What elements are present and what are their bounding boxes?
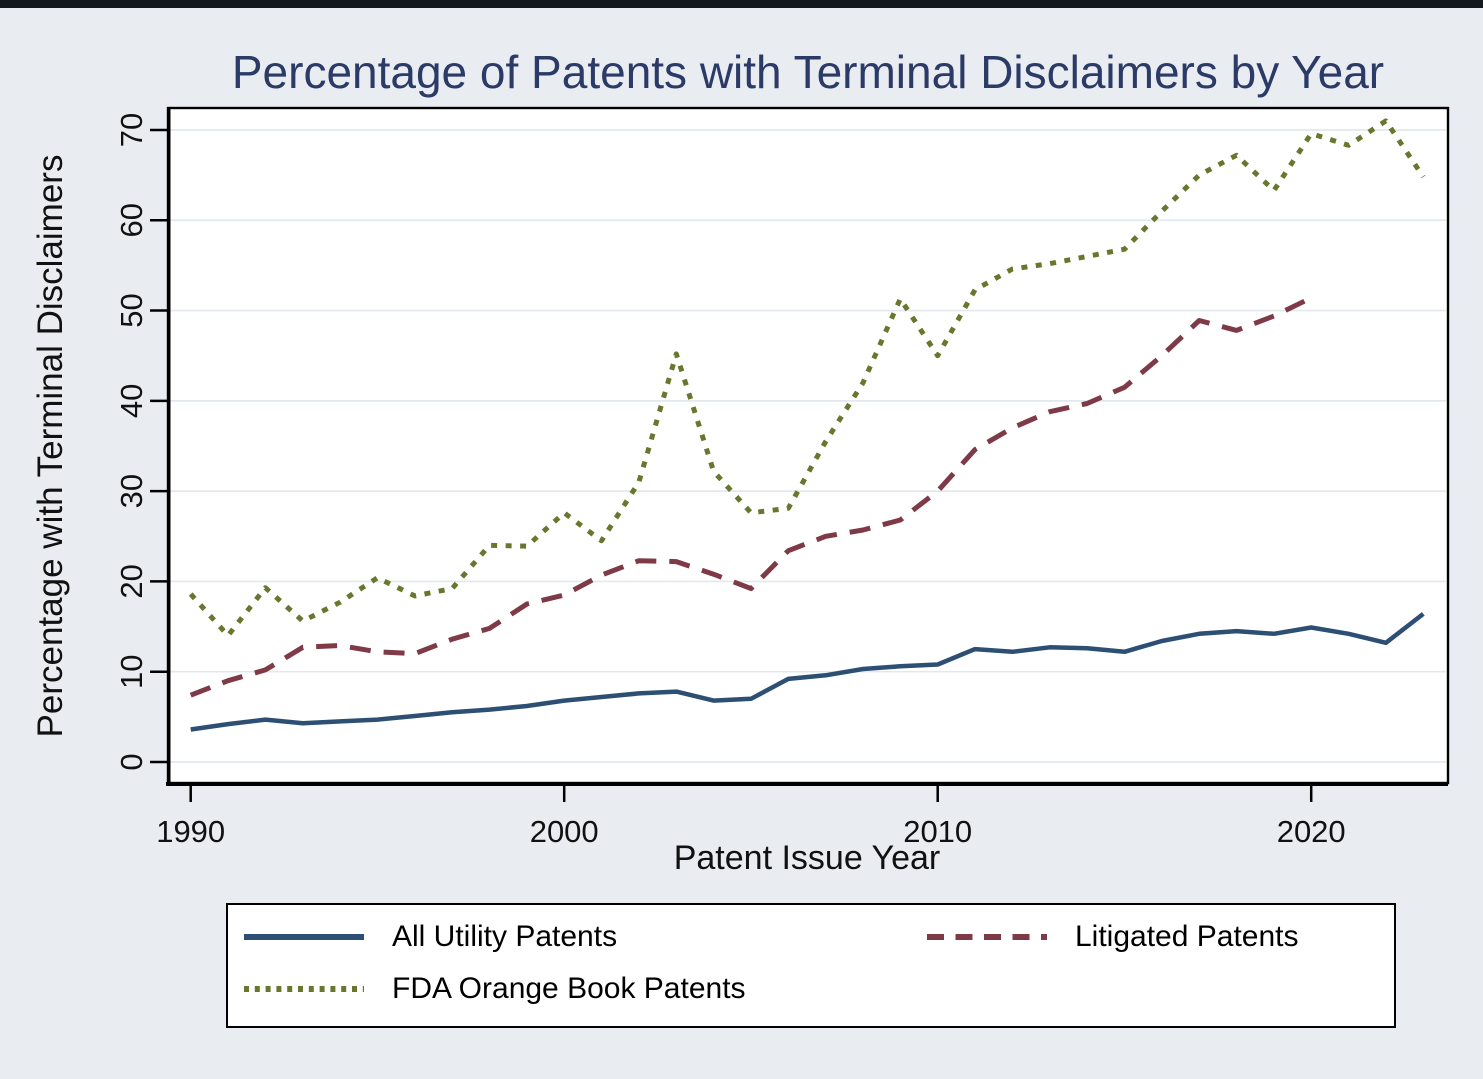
y-tick-label-50: 50 [114,293,149,327]
y-tick-label-30: 30 [114,474,149,508]
plot-area [168,108,1448,783]
legend-label: All Utility Patents [392,920,618,953]
legend-item-litigated-patents: Litigated Patents [927,917,1299,957]
legend-item-fda-orange-book-patents: FDA Orange Book Patents [244,969,746,1009]
x-tick-label-2010: 2010 [903,814,972,849]
x-tick-label-1990: 1990 [156,814,225,849]
y-tick-label-0: 0 [114,753,149,770]
x-tick-label-2000: 2000 [530,814,599,849]
y-gridlines [170,129,1446,763]
x-tick-label-2020: 2020 [1277,814,1346,849]
x-axis-ticks: 1990 2000 2010 2020 [156,784,1346,849]
y-axis-title: Percentage with Terminal Disclaimers [31,155,70,738]
series-lines [188,118,1426,732]
legend-label: Litigated Patents [1075,920,1299,953]
fda-orange-book-patents-line-swatch [244,986,364,992]
litigated-patents-line-swatch [927,934,1047,940]
legend-item-all-utility-patents: All Utility Patents [244,917,617,957]
x-axis-title: Patent Issue Year [674,839,941,877]
chart-title: Percentage of Patents with Terminal Disc… [232,46,1384,98]
legend-label: FDA Orange Book Patents [392,972,746,1005]
y-tick-label-20: 20 [114,564,149,598]
y-tick-label-10: 10 [114,654,149,688]
all-utility-patents-line-swatch [244,934,364,940]
legend-box: All Utility Patents Litigated Patents FD… [226,903,1396,1028]
line-litigated-patents [189,295,1313,698]
y-axis-ticks: 0 10 20 30 40 50 60 70 [114,113,168,771]
window-top-edge [0,0,1483,8]
y-tick-label-70: 70 [114,113,149,147]
y-tick-label-60: 60 [114,203,149,237]
line-all-utility-patents [190,612,1425,732]
y-tick-label-40: 40 [114,384,149,418]
